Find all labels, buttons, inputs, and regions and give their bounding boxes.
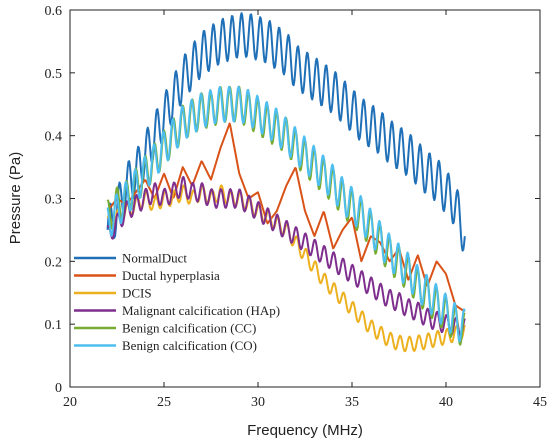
x-tick-label: 35 xyxy=(345,395,359,410)
y-tick-label: 0.2 xyxy=(45,255,63,270)
y-tick-label: 0.4 xyxy=(45,130,63,145)
y-tick-label: 0.6 xyxy=(45,4,63,19)
legend-label: NormalDuct xyxy=(122,251,187,266)
x-tick-label: 30 xyxy=(251,395,265,410)
series-line-5 xyxy=(106,85,466,343)
legend-label: Malignant calcification (HAp) xyxy=(122,303,280,318)
y-tick-label: 0.3 xyxy=(45,193,63,208)
x-tick-label: 40 xyxy=(439,395,453,410)
y-axis-label: Pressure (Pa) xyxy=(7,152,24,245)
x-axis: 20 25 30 35 40 45 xyxy=(63,10,547,410)
y-tick-label: 0.5 xyxy=(45,67,63,82)
y-tick-label: 0 xyxy=(55,381,62,396)
x-axis-label: Frequency (MHz) xyxy=(247,422,363,439)
legend-label: Benign calcification (CC) xyxy=(122,321,256,336)
series-line-0 xyxy=(106,12,466,252)
legend: NormalDuct Ductal hyperplasia DCIS Malignan… xyxy=(74,251,280,353)
series-line-3 xyxy=(106,176,466,338)
x-tick-label: 20 xyxy=(63,395,77,410)
x-tick-label: 25 xyxy=(157,395,171,410)
legend-label: Benign calcification (CO) xyxy=(122,338,257,353)
y-tick-label: 0.1 xyxy=(45,318,63,333)
x-tick-label: 45 xyxy=(533,395,547,410)
legend-label: DCIS xyxy=(122,286,152,301)
legend-label: Ductal hyperplasia xyxy=(122,268,220,283)
y-axis: 0 0.1 0.2 0.3 0.4 0.5 0.6 xyxy=(45,4,540,396)
series-layer xyxy=(106,12,466,353)
